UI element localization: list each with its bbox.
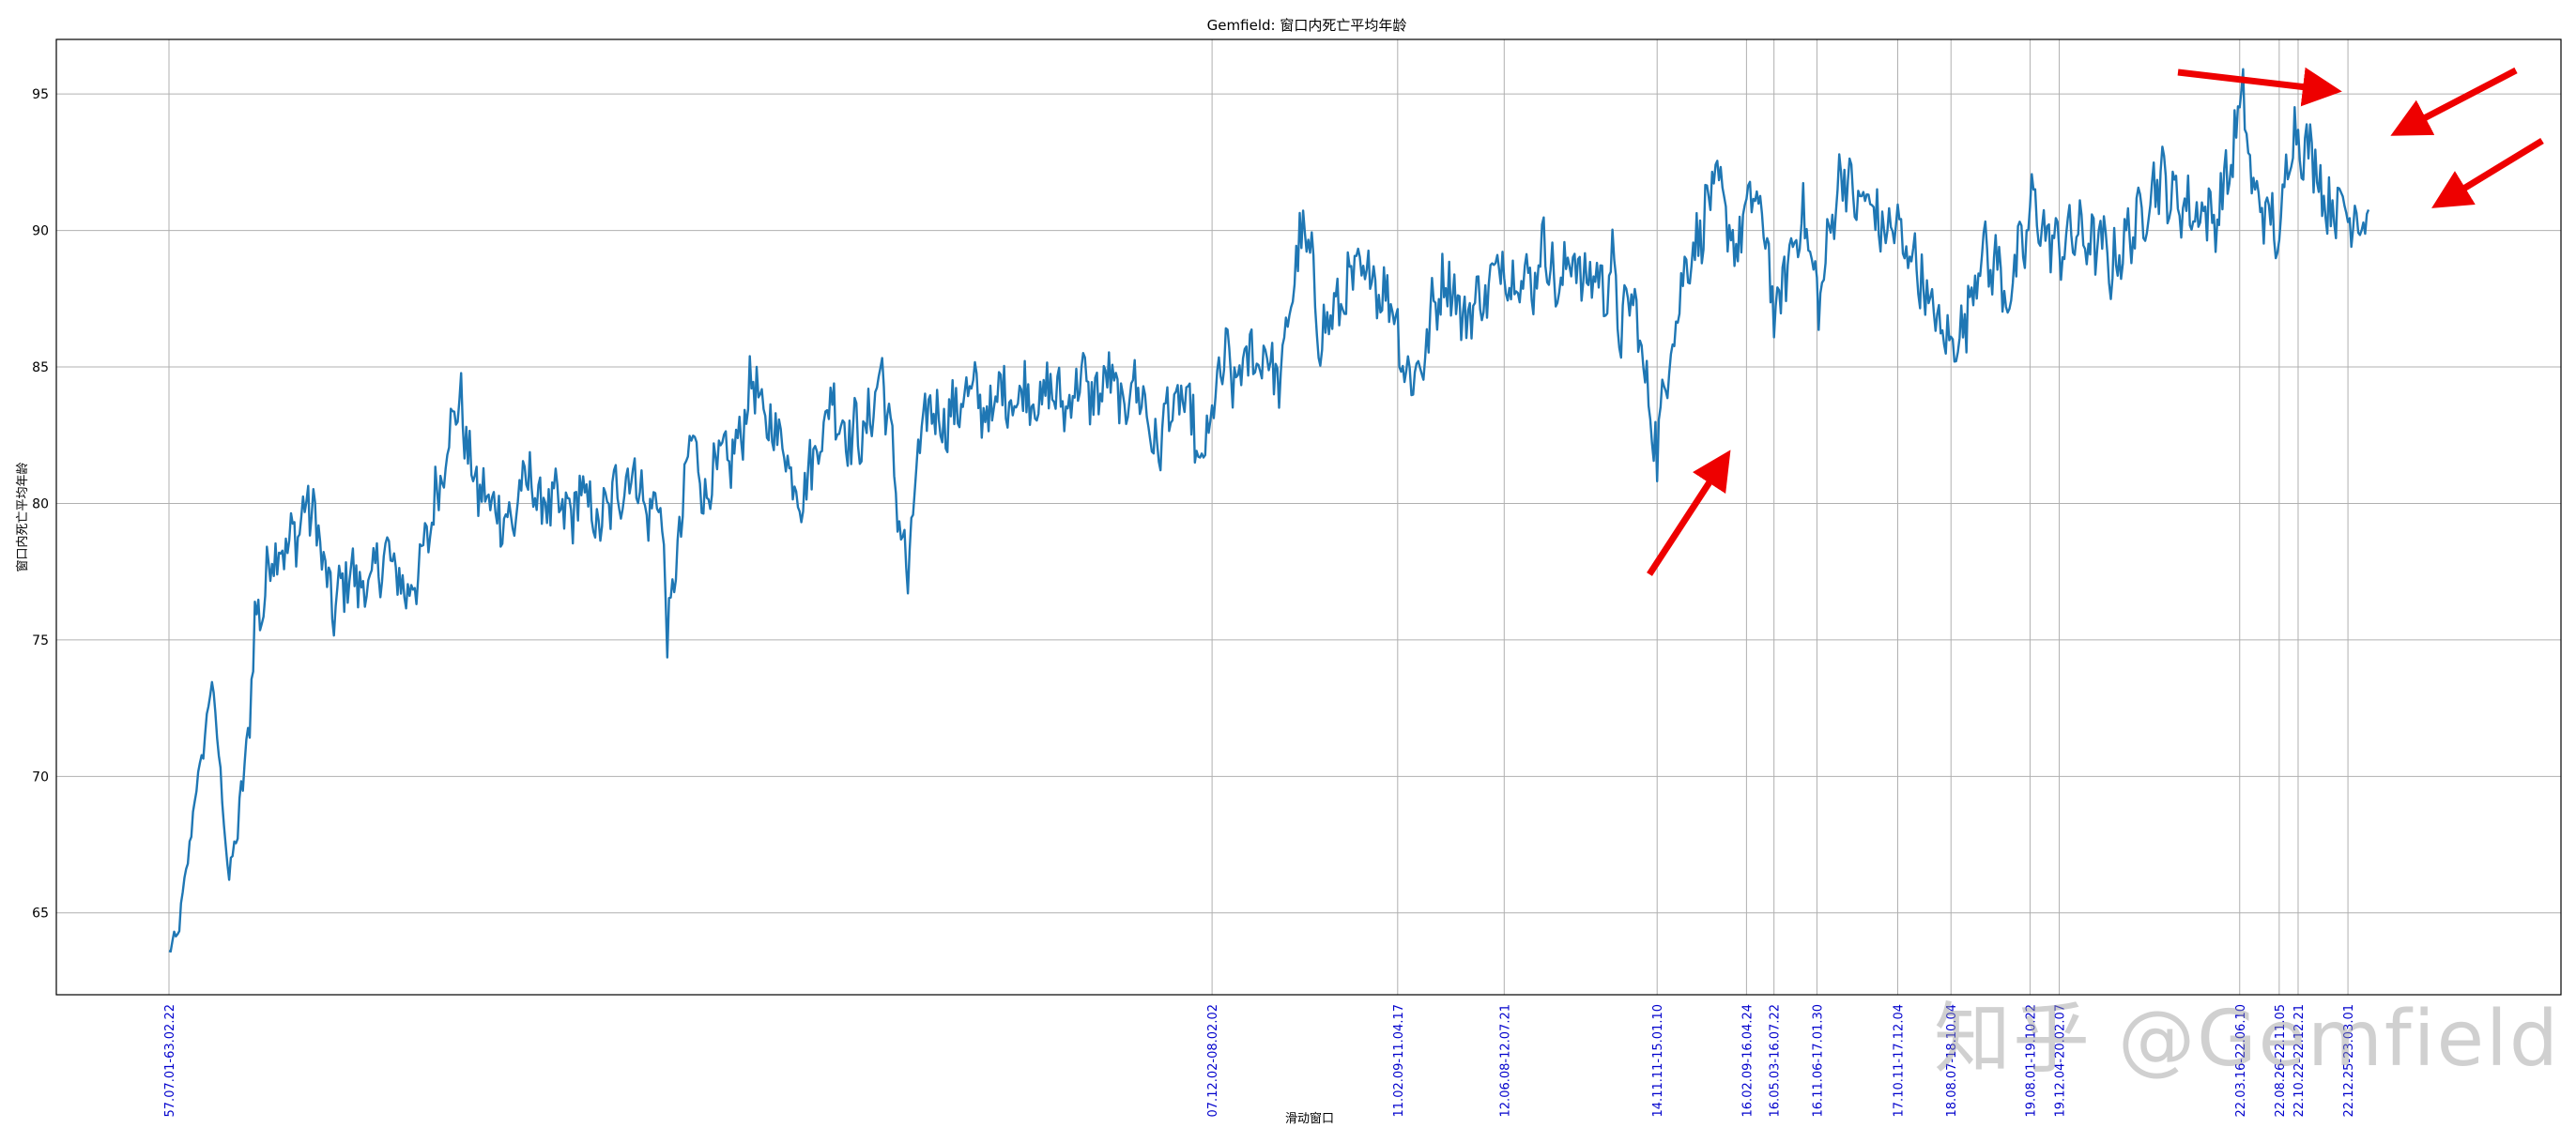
x-tick-label: 18.08.07-18.10.04 xyxy=(1945,1004,1959,1117)
chart-title: Gemfield: 窗口内死亡平均年龄 xyxy=(1207,17,1407,34)
x-tick-label: 57.07.01-63.02.22 xyxy=(163,1004,177,1117)
x-tick-label: 11.02.09-11.04.17 xyxy=(1392,1004,1406,1117)
x-tick-label: 07.12.02-08.02.02 xyxy=(1206,1004,1220,1117)
x-tick-label: 22.10.22-22.12.21 xyxy=(2292,1004,2307,1117)
x-tick-label: 16.02.09-16.04.24 xyxy=(1740,1004,1755,1117)
arrow-annotation-2 xyxy=(2177,67,2342,107)
watermark: 知乎 @Gemfield xyxy=(1934,995,2560,1084)
x-tick-label: 16.11.06-17.01.30 xyxy=(1811,1004,1825,1117)
x-tick-label: 16.05.03-16.07.22 xyxy=(1769,1004,1783,1117)
x-tick-label: 22.12.25-23.03.01 xyxy=(2342,1004,2356,1117)
x-axis-label: 滑动窗口 xyxy=(1285,1111,1334,1126)
arrow-annotation-1 xyxy=(1647,450,1731,576)
y-tick-label: 70 xyxy=(32,770,49,785)
y-tick-label: 85 xyxy=(32,360,49,375)
annotation-arrows xyxy=(1647,67,2544,576)
x-tick-label: 19.12.04-20.02.07 xyxy=(2054,1004,2068,1117)
x-tick-label: 17.10.11-17.12.04 xyxy=(1892,1004,1906,1117)
x-tick-label: 14.11.11-15.01.10 xyxy=(1651,1004,1665,1117)
y-tick-label: 95 xyxy=(32,87,49,102)
plot-frame xyxy=(55,38,2562,996)
x-tick-label: 19.08.01-19.10.22 xyxy=(2024,1004,2038,1117)
y-tick-label: 80 xyxy=(32,496,49,511)
x-tick-label: 22.03.16-22.06.10 xyxy=(2234,1004,2248,1117)
y-tick-label: 75 xyxy=(32,633,49,648)
x-tick-label: 12.06.08-12.07.21 xyxy=(1498,1004,1512,1117)
series-line xyxy=(168,68,2370,953)
arrow-annotation-3 xyxy=(2390,67,2518,136)
y-tick-label: 90 xyxy=(32,224,49,239)
arrow-annotation-4 xyxy=(2431,138,2544,208)
y-tick-label: 65 xyxy=(32,907,49,922)
x-tick-label: 22.08.26-22.11.05 xyxy=(2274,1004,2288,1117)
y-axis-label: 窗口内死亡平均年龄 xyxy=(15,462,30,572)
